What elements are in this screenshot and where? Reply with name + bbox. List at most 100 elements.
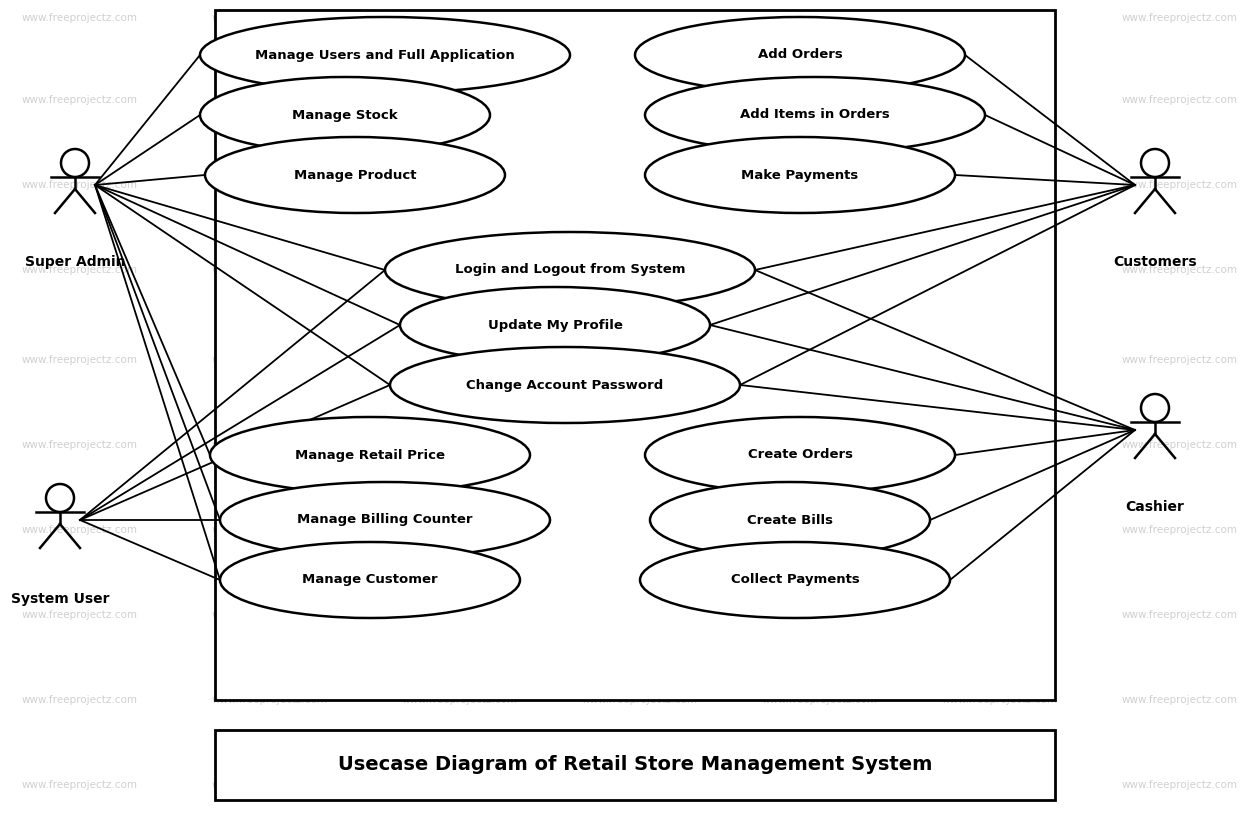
Text: www.freeprojectz.com: www.freeprojectz.com <box>213 610 328 620</box>
Ellipse shape <box>645 77 985 153</box>
Text: Manage Stock: Manage Stock <box>292 108 398 121</box>
Ellipse shape <box>645 137 955 213</box>
Ellipse shape <box>210 417 530 493</box>
Text: www.freeprojectz.com: www.freeprojectz.com <box>582 180 698 190</box>
Text: Manage Users and Full Application: Manage Users and Full Application <box>255 48 515 61</box>
Text: Make Payments: Make Payments <box>741 169 859 182</box>
Text: Manage Customer: Manage Customer <box>302 573 438 586</box>
Text: www.freeprojectz.com: www.freeprojectz.com <box>582 355 698 365</box>
Text: www.freeprojectz.com: www.freeprojectz.com <box>1122 780 1238 790</box>
Ellipse shape <box>200 17 570 93</box>
Text: www.freeprojectz.com: www.freeprojectz.com <box>762 180 878 190</box>
Ellipse shape <box>650 482 930 558</box>
Text: Super Admin: Super Admin <box>25 255 126 269</box>
Text: www.freeprojectz.com: www.freeprojectz.com <box>21 525 138 535</box>
Text: www.freeprojectz.com: www.freeprojectz.com <box>213 13 328 23</box>
Circle shape <box>1141 149 1169 177</box>
Text: Manage Billing Counter: Manage Billing Counter <box>297 514 473 527</box>
Text: www.freeprojectz.com: www.freeprojectz.com <box>21 180 138 190</box>
Text: www.freeprojectz.com: www.freeprojectz.com <box>762 355 878 365</box>
Text: www.freeprojectz.com: www.freeprojectz.com <box>582 695 698 705</box>
Text: www.freeprojectz.com: www.freeprojectz.com <box>942 440 1058 450</box>
Text: Update My Profile: Update My Profile <box>488 319 623 332</box>
Text: www.freeprojectz.com: www.freeprojectz.com <box>1122 13 1238 23</box>
Text: www.freeprojectz.com: www.freeprojectz.com <box>582 780 698 790</box>
Text: www.freeprojectz.com: www.freeprojectz.com <box>942 610 1058 620</box>
Text: Manage Retail Price: Manage Retail Price <box>294 449 445 461</box>
Bar <box>215 730 1055 800</box>
Text: www.freeprojectz.com: www.freeprojectz.com <box>213 695 328 705</box>
Text: www.freeprojectz.com: www.freeprojectz.com <box>1122 610 1238 620</box>
Text: www.freeprojectz.com: www.freeprojectz.com <box>213 440 328 450</box>
Text: www.freeprojectz.com: www.freeprojectz.com <box>403 525 518 535</box>
Text: www.freeprojectz.com: www.freeprojectz.com <box>213 525 328 535</box>
Text: www.freeprojectz.com: www.freeprojectz.com <box>762 695 878 705</box>
Text: www.freeprojectz.com: www.freeprojectz.com <box>21 610 138 620</box>
Circle shape <box>60 149 89 177</box>
Text: www.freeprojectz.com: www.freeprojectz.com <box>403 610 518 620</box>
Text: www.freeprojectz.com: www.freeprojectz.com <box>762 95 878 105</box>
Text: www.freeprojectz.com: www.freeprojectz.com <box>21 695 138 705</box>
Text: www.freeprojectz.com: www.freeprojectz.com <box>1122 95 1238 105</box>
Text: www.freeprojectz.com: www.freeprojectz.com <box>213 265 328 275</box>
Text: www.freeprojectz.com: www.freeprojectz.com <box>942 525 1058 535</box>
Text: www.freeprojectz.com: www.freeprojectz.com <box>942 265 1058 275</box>
Text: www.freeprojectz.com: www.freeprojectz.com <box>582 13 698 23</box>
Ellipse shape <box>205 137 504 213</box>
Text: www.freeprojectz.com: www.freeprojectz.com <box>1122 695 1238 705</box>
Text: Add Items in Orders: Add Items in Orders <box>740 108 889 121</box>
Text: www.freeprojectz.com: www.freeprojectz.com <box>582 265 698 275</box>
Text: Login and Logout from System: Login and Logout from System <box>454 264 686 277</box>
Text: www.freeprojectz.com: www.freeprojectz.com <box>942 95 1058 105</box>
Text: www.freeprojectz.com: www.freeprojectz.com <box>21 440 138 450</box>
Text: www.freeprojectz.com: www.freeprojectz.com <box>21 265 138 275</box>
Ellipse shape <box>385 232 755 308</box>
Text: Change Account Password: Change Account Password <box>467 378 664 391</box>
Text: www.freeprojectz.com: www.freeprojectz.com <box>403 695 518 705</box>
Text: www.freeprojectz.com: www.freeprojectz.com <box>942 13 1058 23</box>
Text: www.freeprojectz.com: www.freeprojectz.com <box>21 95 138 105</box>
Circle shape <box>47 484 74 512</box>
Text: www.freeprojectz.com: www.freeprojectz.com <box>942 780 1058 790</box>
Ellipse shape <box>390 347 740 423</box>
Text: www.freeprojectz.com: www.freeprojectz.com <box>403 265 518 275</box>
Text: www.freeprojectz.com: www.freeprojectz.com <box>403 13 518 23</box>
Ellipse shape <box>640 542 950 618</box>
Circle shape <box>1141 394 1169 422</box>
Text: www.freeprojectz.com: www.freeprojectz.com <box>213 180 328 190</box>
Text: Collect Payments: Collect Payments <box>731 573 859 586</box>
Text: www.freeprojectz.com: www.freeprojectz.com <box>762 440 878 450</box>
Text: www.freeprojectz.com: www.freeprojectz.com <box>403 440 518 450</box>
Text: www.freeprojectz.com: www.freeprojectz.com <box>762 780 878 790</box>
Text: Usecase Diagram of Retail Store Management System: Usecase Diagram of Retail Store Manageme… <box>338 755 932 775</box>
Ellipse shape <box>220 542 520 618</box>
Text: www.freeprojectz.com: www.freeprojectz.com <box>21 780 138 790</box>
Text: www.freeprojectz.com: www.freeprojectz.com <box>582 525 698 535</box>
Text: Customers: Customers <box>1113 255 1196 269</box>
Text: Create Bills: Create Bills <box>747 514 833 527</box>
Text: www.freeprojectz.com: www.freeprojectz.com <box>1122 355 1238 365</box>
Text: www.freeprojectz.com: www.freeprojectz.com <box>213 95 328 105</box>
Text: www.freeprojectz.com: www.freeprojectz.com <box>942 355 1058 365</box>
Ellipse shape <box>220 482 550 558</box>
Text: www.freeprojectz.com: www.freeprojectz.com <box>213 780 328 790</box>
Text: Add Orders: Add Orders <box>757 48 843 61</box>
Text: www.freeprojectz.com: www.freeprojectz.com <box>1122 440 1238 450</box>
Text: www.freeprojectz.com: www.freeprojectz.com <box>403 180 518 190</box>
Text: www.freeprojectz.com: www.freeprojectz.com <box>762 610 878 620</box>
Bar <box>215 10 1055 700</box>
Text: Create Orders: Create Orders <box>747 449 853 461</box>
Text: www.freeprojectz.com: www.freeprojectz.com <box>762 265 878 275</box>
Text: www.freeprojectz.com: www.freeprojectz.com <box>213 355 328 365</box>
Text: www.freeprojectz.com: www.freeprojectz.com <box>582 95 698 105</box>
Text: www.freeprojectz.com: www.freeprojectz.com <box>762 525 878 535</box>
Text: www.freeprojectz.com: www.freeprojectz.com <box>21 355 138 365</box>
Text: www.freeprojectz.com: www.freeprojectz.com <box>582 610 698 620</box>
Text: www.freeprojectz.com: www.freeprojectz.com <box>403 780 518 790</box>
Text: www.freeprojectz.com: www.freeprojectz.com <box>1122 180 1238 190</box>
Text: www.freeprojectz.com: www.freeprojectz.com <box>942 695 1058 705</box>
Text: www.freeprojectz.com: www.freeprojectz.com <box>762 13 878 23</box>
Text: System User: System User <box>11 592 109 606</box>
Text: www.freeprojectz.com: www.freeprojectz.com <box>1122 265 1238 275</box>
Text: Cashier: Cashier <box>1126 500 1185 514</box>
